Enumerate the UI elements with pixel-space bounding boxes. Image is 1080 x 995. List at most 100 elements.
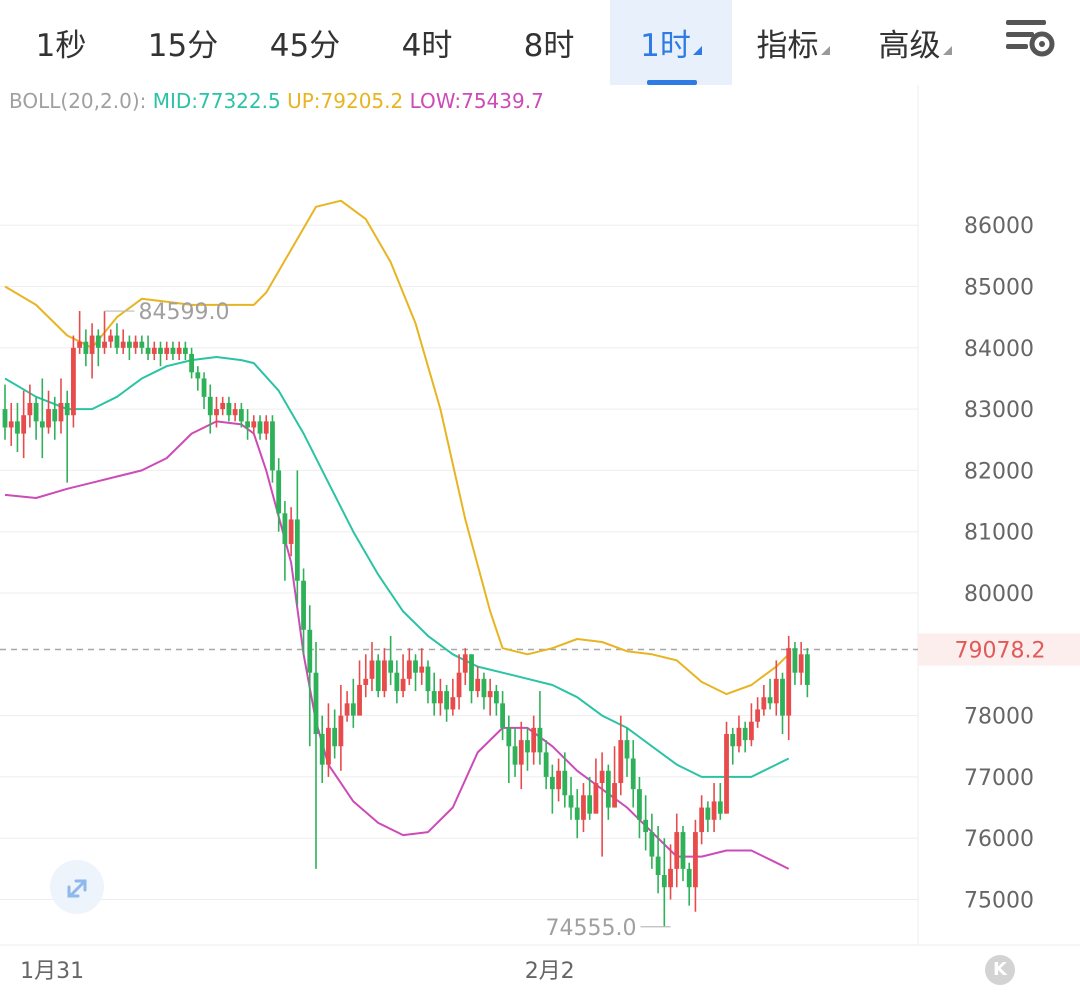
candle-body: [475, 678, 481, 692]
candle-body: [46, 409, 51, 428]
expand-chart-button[interactable]: [50, 860, 104, 914]
tab-8[interactable]: 高级: [854, 0, 976, 85]
tab-4[interactable]: 4时: [366, 0, 488, 85]
candlestick-chart[interactable]: 86000 85000 84000 83000 82000 81000 80000 78000…: [0, 85, 1080, 995]
candle-body: [8, 421, 14, 428]
candle-body: [226, 402, 232, 416]
candle-body: [724, 733, 729, 814]
y-tick-label: 81000: [964, 521, 1034, 546]
tab-label: 指标: [756, 28, 819, 64]
candle-body: [319, 733, 325, 765]
candle-body: [201, 378, 207, 397]
candle-body: [431, 691, 437, 704]
expand-icon: [67, 879, 87, 898]
y-tick-label: 80000: [964, 582, 1034, 607]
candle-body: [58, 402, 64, 422]
candle-body: [95, 335, 101, 348]
boll-up-value: UP:79205.2: [287, 89, 404, 113]
candle-body: [313, 672, 319, 734]
candle-body: [456, 672, 462, 698]
candle-body: [649, 832, 655, 857]
candle-body: [145, 347, 151, 354]
tab-2[interactable]: 15分: [122, 0, 244, 85]
candle-body: [655, 856, 661, 875]
candle-body: [518, 740, 524, 765]
tab-label: 15分: [147, 28, 219, 64]
candle-body: [301, 580, 306, 630]
candle-body: [294, 519, 300, 581]
tab-3[interactable]: 45分: [244, 0, 366, 85]
boll-lower-band: [4, 420, 790, 870]
candle-body: [257, 421, 263, 434]
candle-body: [207, 396, 213, 416]
y-tick-label: 75000: [964, 889, 1034, 914]
high-annotation-label: 84599.0: [139, 300, 230, 325]
candle-body: [500, 703, 505, 728]
candle-body: [599, 770, 605, 784]
chart-settings-icon[interactable]: [1002, 16, 1056, 60]
candle-body: [605, 770, 611, 808]
candle-body: [133, 341, 139, 348]
candle-body: [568, 795, 574, 808]
candle-body: [251, 421, 257, 428]
active-tab-indicator: [647, 80, 697, 85]
candle-body: [52, 409, 58, 422]
candle-body: [531, 727, 537, 753]
candle-body: [487, 691, 493, 698]
candle-body: [419, 666, 425, 673]
y-tick-label: 86000: [964, 214, 1034, 239]
y-tick-label: 84000: [964, 337, 1034, 362]
tab-label: 1时: [640, 28, 691, 64]
tab-6[interactable]: 1时: [610, 0, 732, 85]
candle-body: [232, 409, 238, 416]
dropdown-caret-icon: [820, 46, 830, 55]
timeframe-tabs: 1秒 15分 45分 4时 8时 1时 指标 高级: [0, 0, 1080, 85]
boll-low-value: LOW:75439.7: [409, 89, 544, 113]
candle-body: [792, 648, 798, 673]
candle-body: [394, 672, 400, 692]
candle-body: [332, 727, 338, 747]
candle-body: [102, 341, 107, 348]
candle-body: [749, 721, 754, 741]
candle-body: [543, 752, 549, 777]
candle-body: [612, 783, 617, 808]
candle-body: [438, 691, 443, 704]
candle-body: [276, 470, 282, 514]
candle-body: [189, 353, 194, 373]
tab-7[interactable]: 指标: [732, 0, 854, 85]
candle-body: [444, 691, 450, 710]
candle-body: [182, 347, 188, 354]
candle-body: [338, 715, 344, 747]
tab-label: 8时: [523, 28, 575, 64]
tab-label: 4时: [401, 28, 453, 64]
candle-body: [705, 807, 711, 820]
candle-body: [2, 409, 8, 428]
candle-body: [699, 807, 705, 833]
candle-body: [674, 832, 680, 869]
candle-body: [581, 795, 586, 820]
tab-1[interactable]: 1秒: [0, 0, 122, 85]
candle-body: [282, 513, 288, 544]
candle-body: [114, 335, 120, 348]
tab-5[interactable]: 8时: [488, 0, 610, 85]
candle-body: [357, 684, 362, 716]
candle-body: [798, 654, 804, 673]
candle-body: [717, 801, 723, 814]
candle-body: [170, 347, 176, 354]
candle-body: [481, 678, 487, 698]
candle-body: [773, 678, 779, 704]
candle-body: [77, 341, 83, 348]
y-tick-label: 85000: [964, 276, 1034, 301]
y-tick-label: 78000: [964, 705, 1034, 730]
candle-body: [661, 874, 667, 888]
candle-body: [637, 789, 642, 820]
boll-label: BOLL(20,2.0):: [9, 89, 147, 113]
candle-body: [288, 519, 294, 544]
tab-label: 1秒: [35, 28, 87, 64]
candle-body: [158, 347, 163, 354]
candle-body: [525, 740, 530, 753]
candle-body: [767, 697, 773, 704]
candle-body: [214, 409, 219, 416]
candle-body: [127, 341, 132, 348]
candle-body: [556, 770, 561, 790]
